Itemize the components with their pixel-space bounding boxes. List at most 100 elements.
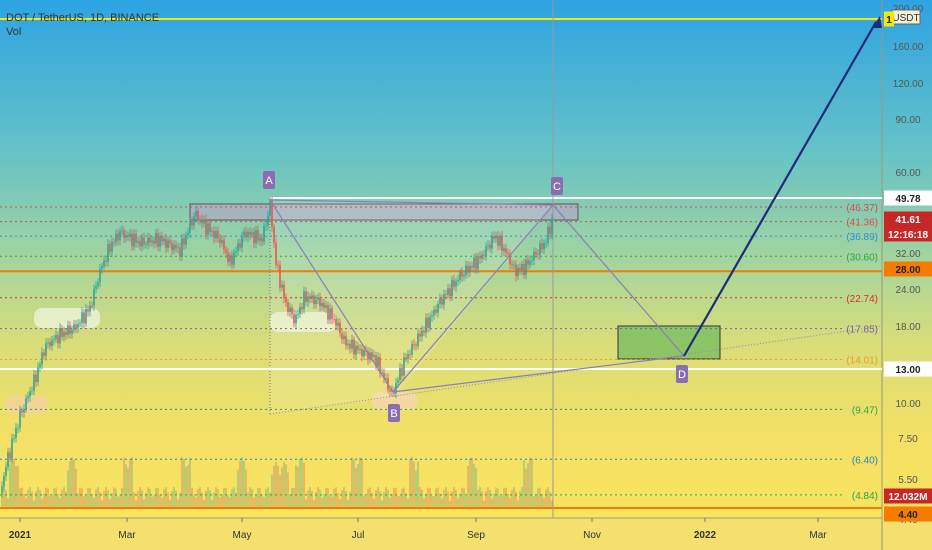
candle-body: [105, 260, 107, 262]
candle-body: [9, 452, 11, 459]
price-axis[interactable]: 200.00160.00120.0090.0060.0032.0024.0018…: [884, 4, 932, 526]
volume-bar: [431, 495, 433, 507]
candle-body: [351, 339, 353, 349]
pattern-point-badge[interactable]: [551, 177, 563, 195]
volume-bar: [303, 462, 305, 507]
volume-bar: [287, 472, 289, 507]
pattern-leg: [269, 199, 554, 206]
candle-body: [71, 330, 73, 334]
volume-bar: [143, 499, 145, 507]
pattern-point-badge[interactable]: [676, 365, 688, 383]
volume-bar: [389, 498, 391, 507]
volume-indicator-label[interactable]: Vol: [6, 26, 22, 38]
target-buy-zone[interactable]: [617, 325, 721, 360]
candle-body: [473, 257, 475, 268]
candle-body: [129, 233, 131, 237]
volume-bar: [221, 494, 223, 507]
volume-bar: [123, 457, 125, 507]
price-tag[interactable]: [884, 261, 932, 277]
candle-body: [317, 297, 319, 300]
price-tag[interactable]: [884, 211, 932, 227]
candle-body: [373, 355, 375, 358]
pattern-point-badge[interactable]: [388, 404, 400, 422]
volume-bar: [147, 487, 149, 507]
candle-body: [111, 242, 113, 252]
volume-bar: [343, 487, 345, 507]
candle-body: [205, 219, 207, 235]
candle-body: [439, 298, 441, 304]
volume-bar: [35, 491, 37, 507]
candle-body: [355, 345, 357, 355]
volume-bar: [375, 490, 377, 507]
time-axis[interactable]: 2021 Mar May Jul Sep Nov 2022 Mar: [9, 518, 827, 541]
candle-body: [303, 291, 305, 310]
price-tag-label: 12.032M: [889, 492, 928, 503]
volume-bar: [227, 494, 229, 507]
fib-level-label: (6.40): [852, 455, 878, 466]
price-tag[interactable]: [884, 488, 932, 504]
volume-bar: [451, 491, 453, 507]
candle-body: [345, 335, 347, 346]
candle-body: [337, 322, 339, 326]
candle-body: [471, 266, 473, 268]
price-tag[interactable]: [884, 11, 894, 27]
volume-bar: [349, 492, 351, 507]
volume-bar: [473, 463, 475, 507]
candle-body: [155, 233, 157, 244]
candle-body: [191, 221, 193, 226]
volume-bar: [175, 490, 177, 507]
candle-body: [535, 251, 537, 255]
volume-bar: [141, 490, 143, 507]
price-tag[interactable]: [884, 506, 932, 522]
price-tag[interactable]: [884, 226, 932, 242]
candle-body: [107, 244, 109, 262]
currency-label: USDT: [892, 13, 919, 24]
volume-bar: [61, 489, 63, 507]
volume-bar: [39, 489, 41, 507]
volume-bar: [169, 500, 171, 507]
symbol-title[interactable]: DOT / TetherUS, 1D, BINANCE: [6, 12, 160, 24]
volume-bar: [501, 495, 503, 507]
volume-bar: [257, 487, 259, 507]
target-arrow-head: [872, 16, 882, 28]
candle-body: [11, 438, 13, 459]
candle-body: [185, 234, 187, 245]
pattern-point-badge[interactable]: [263, 171, 275, 189]
volume-bar: [49, 496, 51, 507]
volume-bar: [145, 492, 147, 507]
price-tag[interactable]: [884, 190, 932, 206]
volume-bar: [289, 494, 291, 507]
candle-body: [63, 331, 65, 337]
volume-bar: [327, 488, 329, 507]
candle-body: [309, 296, 311, 300]
candle-body: [531, 259, 533, 261]
harmonic-pattern[interactable]: A B C D: [263, 16, 882, 422]
price-tag[interactable]: [884, 361, 932, 377]
volume-bar: [229, 497, 231, 507]
candle-body: [139, 240, 141, 247]
volume-bar: [101, 500, 103, 507]
candle-body: [45, 343, 47, 356]
candle-body: [259, 237, 261, 241]
candle-body: [377, 357, 379, 367]
volume-bar: [91, 494, 93, 507]
volume-bar: [235, 492, 237, 507]
volume-bar: [181, 457, 183, 507]
volume-bar: [347, 500, 349, 507]
resistance-zone[interactable]: [189, 203, 579, 221]
pattern-leg: [392, 204, 554, 393]
target-arrow-line[interactable]: [683, 21, 877, 357]
volume-bar: [281, 467, 283, 507]
fib-levels: (46.37) (41.36) (36.89) (30.60) (22.74) (17.8…: [0, 0, 882, 518]
candle-body: [295, 314, 297, 324]
volume-bar: [89, 487, 91, 507]
volume-bar: [131, 457, 133, 507]
candle-body: [537, 254, 539, 255]
volume-bar: [7, 498, 9, 507]
volume-bar: [269, 492, 271, 507]
volume-bars: [1, 457, 553, 507]
volume-bar: [367, 488, 369, 507]
candle-body: [525, 259, 527, 275]
